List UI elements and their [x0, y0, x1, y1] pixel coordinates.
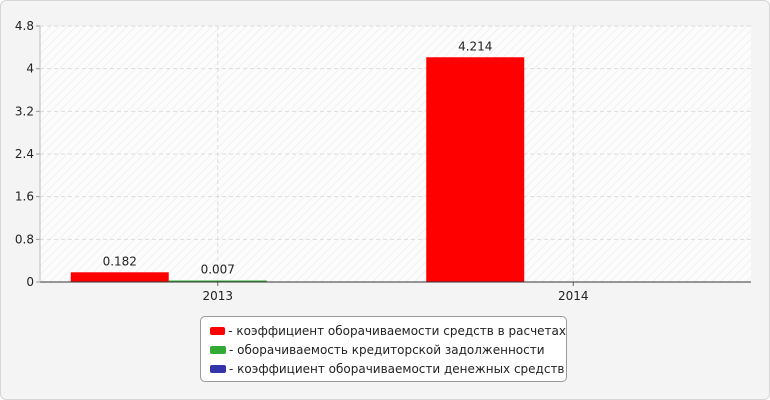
legend: - коэффициент оборачиваемости средств в … — [200, 316, 567, 382]
y-tick-label: 0.8 — [15, 232, 34, 246]
bar — [168, 280, 267, 282]
y-tick-label: 1.6 — [15, 190, 34, 204]
y-tick-label: 3.2 — [15, 104, 34, 118]
bar — [426, 57, 525, 283]
y-tick-label: 0 — [26, 275, 34, 289]
legend-label-2: коэффициент оборачиваемости денежных сре… — [237, 361, 565, 376]
y-tick-label: 4 — [26, 62, 34, 76]
legend-prefix: - — [228, 323, 237, 338]
legend-label-1: оборачиваемость кредиторской задолженнос… — [237, 342, 545, 357]
x-tick-label: 2014 — [558, 289, 589, 303]
data-label: 4.214 — [458, 39, 492, 53]
y-tick-label: 2.4 — [15, 147, 34, 161]
legend-prefix: - — [229, 361, 238, 376]
legend-item-0: - коэффициент оборачиваемости средств в … — [210, 321, 566, 340]
y-tick-label: 4.8 — [15, 19, 34, 33]
bar — [70, 272, 169, 282]
legend-item-1: - оборачиваемость кредиторской задолженн… — [210, 340, 566, 359]
data-label: 0.182 — [103, 254, 137, 268]
legend-item-2: - коэффициент оборачиваемости денежных с… — [210, 359, 566, 378]
legend-label-0: коэффициент оборачиваемости средств в ра… — [236, 323, 566, 338]
data-label: 0.007 — [201, 263, 235, 277]
legend-swatch-2 — [210, 364, 226, 373]
legend-prefix: - — [229, 342, 238, 357]
plot-area-hatch — [40, 26, 751, 282]
legend-swatch-1 — [210, 345, 226, 354]
legend-swatch-0 — [210, 326, 226, 335]
x-tick-label: 2013 — [202, 289, 233, 303]
